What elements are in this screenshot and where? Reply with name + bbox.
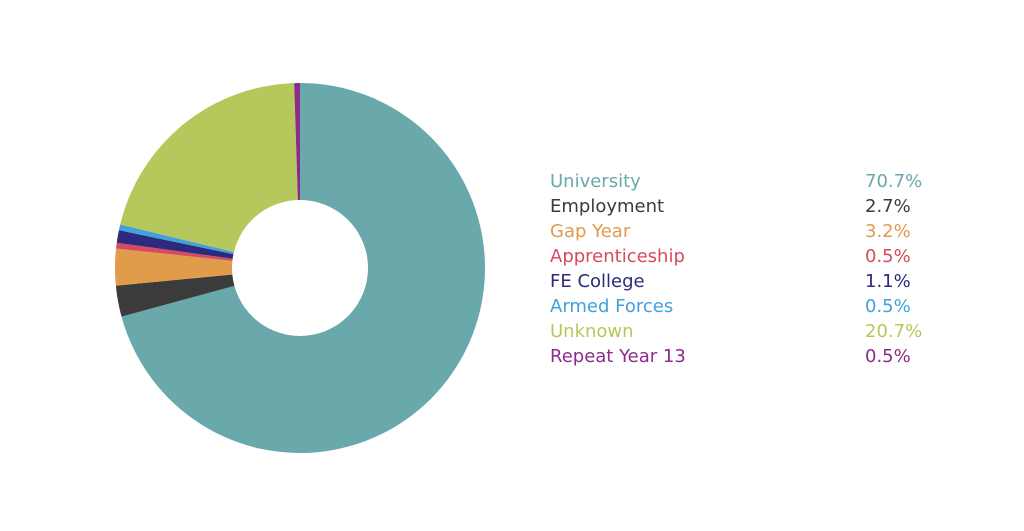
legend-value: 2.7%: [865, 196, 911, 217]
legend-value: 0.5%: [865, 346, 911, 367]
donut-slice: [118, 224, 234, 255]
legend-label: Gap Year: [550, 221, 631, 242]
donut-slice: [121, 83, 486, 453]
legend-label: Unknown: [550, 321, 634, 342]
donut-slice: [115, 248, 233, 286]
legend-value: 20.7%: [865, 321, 922, 342]
donut-slice: [116, 242, 233, 261]
legend-label: Repeat Year 13: [550, 346, 686, 367]
donut-slice: [116, 230, 234, 259]
legend-label: University: [550, 171, 641, 192]
donut-slice: [115, 274, 235, 317]
legend-label: Apprenticeship: [550, 246, 685, 267]
legend-value: 0.5%: [865, 246, 911, 267]
legend-value: 0.5%: [865, 296, 911, 317]
legend-value: 70.7%: [865, 171, 922, 192]
legend-label: Armed Forces: [550, 296, 673, 317]
legend-label: FE College: [550, 271, 645, 292]
legend-value: 1.1%: [865, 271, 911, 292]
legend-label: Employment: [550, 196, 664, 217]
legend-value: 3.2%: [865, 221, 911, 242]
donut-slice: [294, 83, 300, 201]
donut-slice: [120, 83, 298, 253]
